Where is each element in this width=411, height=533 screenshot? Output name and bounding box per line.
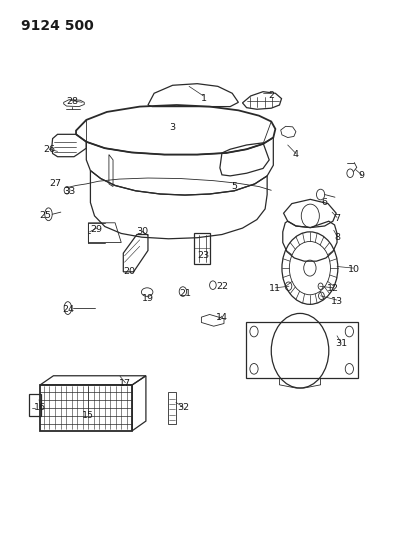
Text: 5: 5 xyxy=(231,182,237,191)
Text: 9: 9 xyxy=(359,172,365,180)
Text: 3: 3 xyxy=(170,124,175,132)
Text: 25: 25 xyxy=(39,212,51,220)
Text: 15: 15 xyxy=(82,411,95,420)
Text: 17: 17 xyxy=(119,379,132,388)
Text: 6: 6 xyxy=(322,198,328,207)
Text: 13: 13 xyxy=(331,297,343,305)
Text: 4: 4 xyxy=(293,150,299,159)
Text: 1: 1 xyxy=(201,94,206,103)
Text: 24: 24 xyxy=(62,305,74,313)
Text: 7: 7 xyxy=(334,214,340,223)
Bar xyxy=(29,394,41,416)
Text: 22: 22 xyxy=(216,282,228,291)
Text: 9124 500: 9124 500 xyxy=(21,19,93,33)
Text: 11: 11 xyxy=(269,285,282,293)
Text: 16: 16 xyxy=(34,403,46,411)
Text: 29: 29 xyxy=(90,225,103,233)
Text: 12: 12 xyxy=(327,285,339,293)
Text: 8: 8 xyxy=(334,233,340,241)
Text: 33: 33 xyxy=(63,188,75,196)
Text: 20: 20 xyxy=(123,268,136,276)
Text: 27: 27 xyxy=(49,180,62,188)
Text: 26: 26 xyxy=(43,145,55,154)
Text: 28: 28 xyxy=(66,97,78,106)
Text: 23: 23 xyxy=(197,252,210,260)
Text: 2: 2 xyxy=(268,92,274,100)
Text: 21: 21 xyxy=(179,289,191,297)
Text: 19: 19 xyxy=(142,294,154,303)
Text: 32: 32 xyxy=(177,403,189,412)
Text: 10: 10 xyxy=(347,265,360,273)
Text: 14: 14 xyxy=(216,313,228,321)
Text: 30: 30 xyxy=(136,228,148,236)
Text: 31: 31 xyxy=(335,340,347,348)
